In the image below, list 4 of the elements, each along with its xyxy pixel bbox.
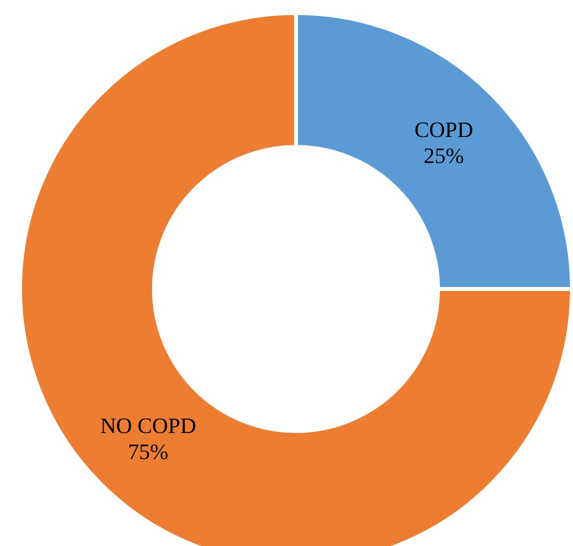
data-label: 75% — [128, 438, 168, 464]
data-label: 25% — [424, 143, 464, 168]
slice-label: COPD — [414, 117, 474, 142]
slice-label: NO COPD — [100, 412, 196, 438]
